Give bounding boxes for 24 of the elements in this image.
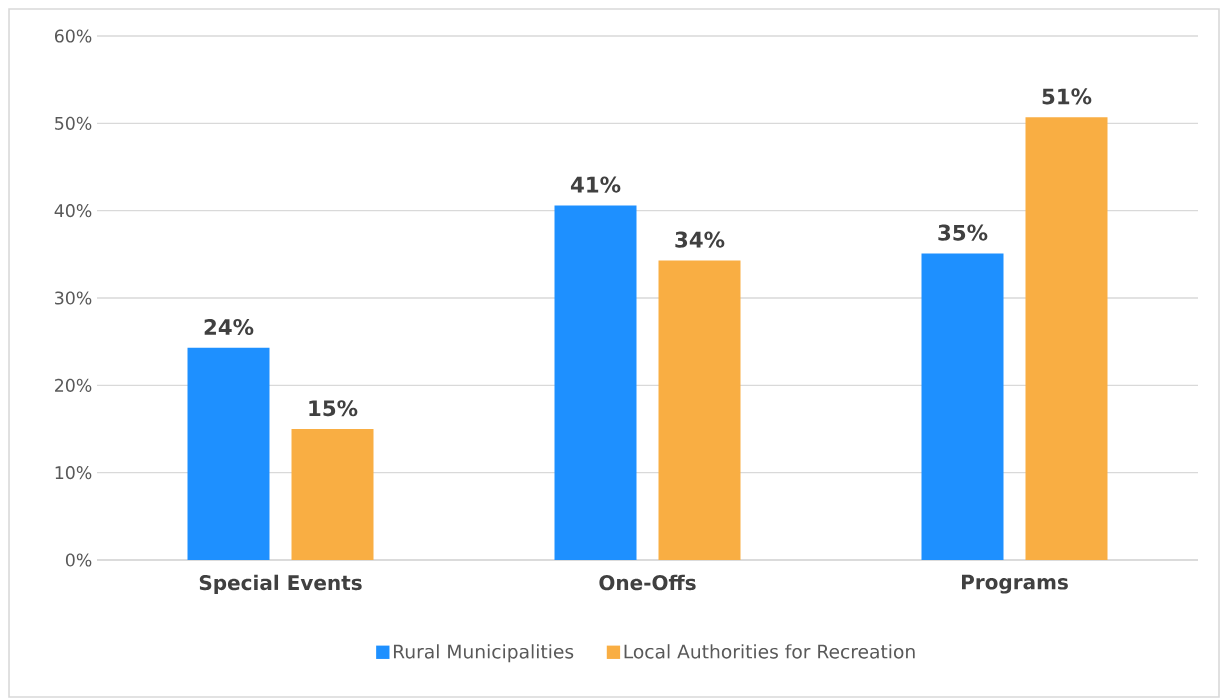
bar	[291, 428, 374, 560]
y-tick-label: 30%	[55, 291, 92, 305]
bar	[1025, 117, 1108, 560]
data-label: 15%	[309, 400, 358, 417]
data-label: 34%	[675, 231, 725, 248]
x-tick-label: One-Offs	[599, 574, 696, 591]
y-tick-label: 40%	[54, 204, 92, 218]
x-tick-label: Special Events	[199, 574, 362, 595]
data-label: 51%	[1042, 88, 1092, 105]
x-tick-label: Programs	[962, 574, 1068, 594]
data-label: 35%	[938, 224, 988, 241]
legend-label: Local Authorities for Recreation	[624, 644, 915, 659]
y-tick-label: 50%	[55, 116, 92, 130]
y-tick-label: 60%	[54, 29, 92, 43]
data-label: 24%	[204, 318, 254, 336]
bar	[921, 253, 1004, 560]
data-label: 41%	[570, 176, 621, 193]
y-tick-label: 10%	[55, 466, 92, 480]
bar	[187, 347, 270, 560]
bar	[658, 260, 741, 560]
bar	[554, 205, 637, 560]
y-tick-label: 0%	[65, 553, 92, 567]
legend-label: Rural Municipalities	[393, 644, 574, 663]
y-tick-label: 20%	[55, 378, 92, 392]
